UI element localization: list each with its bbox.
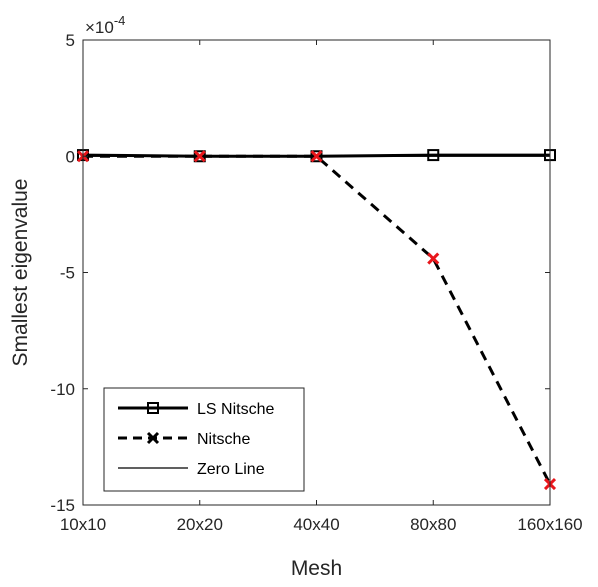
data-point-x <box>193 150 206 163</box>
legend-entry: LS Nitsche <box>118 401 274 418</box>
legend-marker-x-stroke <box>146 431 160 445</box>
legend-entry: Zero Line <box>118 461 265 478</box>
y-exponent-base: ×10 <box>85 18 114 37</box>
y-tick-label: 0 <box>66 147 75 166</box>
legend-label: Nitsche <box>197 431 250 448</box>
y-tick-label: 5 <box>66 31 75 50</box>
x-tick-label: 160x160 <box>517 515 582 534</box>
y-tick-label: -10 <box>50 380 75 399</box>
legend-marker-x <box>146 431 160 445</box>
data-point-x <box>427 252 440 265</box>
data-point-square <box>427 149 440 162</box>
x-tick-label: 20x20 <box>177 515 223 534</box>
data-point-x-stroke <box>193 150 206 163</box>
legend-entry: Nitsche <box>118 431 250 448</box>
x-axis-title: Mesh <box>291 557 342 580</box>
legend-label: LS Nitsche <box>197 401 274 418</box>
plot-area <box>76 149 557 491</box>
y-axis-title: Smallest eigenvalue <box>9 179 32 367</box>
data-point-x-stroke <box>310 150 323 163</box>
x-tick-label: 10x10 <box>60 515 106 534</box>
legend: LS Nitsche Nitsche Zero Line <box>103 387 305 492</box>
y-exponent-label: ×10-4 <box>85 13 125 37</box>
y-tick-label: -15 <box>50 496 75 515</box>
y-exponent-power: -4 <box>114 13 126 28</box>
data-point-x-stroke <box>427 252 440 265</box>
data-point-x <box>310 150 323 163</box>
y-tick-label: -5 <box>60 264 75 283</box>
x-tick-label: 80x80 <box>410 515 456 534</box>
legend-label: Zero Line <box>197 461 265 478</box>
data-point-square <box>310 150 323 163</box>
x-tick-label: 40x40 <box>293 515 339 534</box>
data-point-square <box>193 150 206 163</box>
legend-marker-square <box>147 402 159 414</box>
